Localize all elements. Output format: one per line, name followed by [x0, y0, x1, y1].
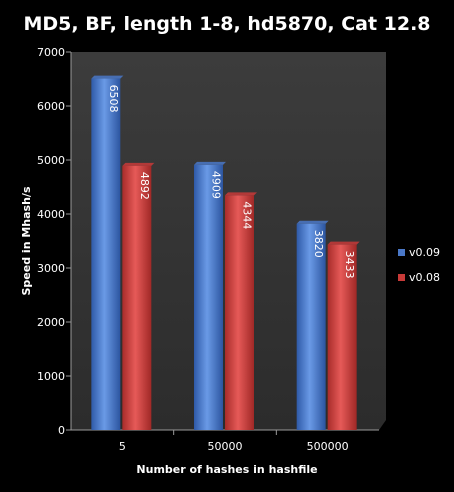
bar-top-v0.09 [296, 220, 329, 224]
y-tick-label: 5000 [37, 154, 65, 167]
y-tick-label: 2000 [37, 316, 65, 329]
chart-title: MD5, BF, length 1-8, hd5870, Cat 12.8 [23, 13, 430, 35]
legend-swatch-v0.08 [398, 274, 405, 281]
y-tick-label: 3000 [37, 262, 65, 275]
y-tick-label: 4000 [37, 208, 65, 221]
legend-label: v0.08 [409, 271, 440, 284]
bar-v0.08-5 [122, 165, 152, 430]
legend-swatch-v0.09 [398, 249, 405, 256]
data-label: 4344 [241, 201, 254, 229]
y-tick-label: 6000 [37, 100, 65, 113]
y-tick-group: 0 1000 2000 3000 4000 5000 6000 7000 [37, 46, 71, 437]
data-label: 3433 [343, 251, 356, 279]
bar-top-v0.09 [91, 75, 124, 79]
y-tick-label: 0 [58, 424, 65, 437]
legend-label: v0.09 [409, 246, 440, 259]
data-label: 3820 [312, 230, 325, 258]
bar-v0.09-500000 [296, 223, 326, 430]
bar-top-v0.08 [225, 192, 257, 196]
data-label: 6508 [107, 85, 120, 113]
data-label: 4909 [210, 171, 223, 199]
x-tick-label: 50000 [208, 440, 243, 453]
bar-v0.08-500000 [327, 244, 357, 430]
bar-top-v0.09 [194, 161, 226, 165]
bar-v0.09-5 [91, 78, 121, 431]
x-tick-label: 5 [119, 440, 126, 453]
y-tick-label: 1000 [37, 370, 65, 383]
x-axis-title: Number of hashes in hashfile [136, 463, 317, 476]
bar-top-v0.08 [122, 162, 155, 166]
legend: v0.09 v0.08 [398, 246, 440, 284]
y-tick-label: 7000 [37, 46, 65, 59]
bar-v0.08-50000 [225, 195, 254, 430]
x-tick-label: 500000 [307, 440, 349, 453]
bar-top-v0.08 [327, 241, 360, 245]
bar-group: 6508 4892 4909 4344 3820 3433 [91, 75, 360, 431]
y-axis-title: Speed in Mhash/s [20, 186, 33, 295]
data-label: 4892 [138, 172, 151, 200]
bar-v0.09-50000 [194, 164, 223, 430]
x-tick-group: 5 50000 500000 [119, 430, 349, 453]
